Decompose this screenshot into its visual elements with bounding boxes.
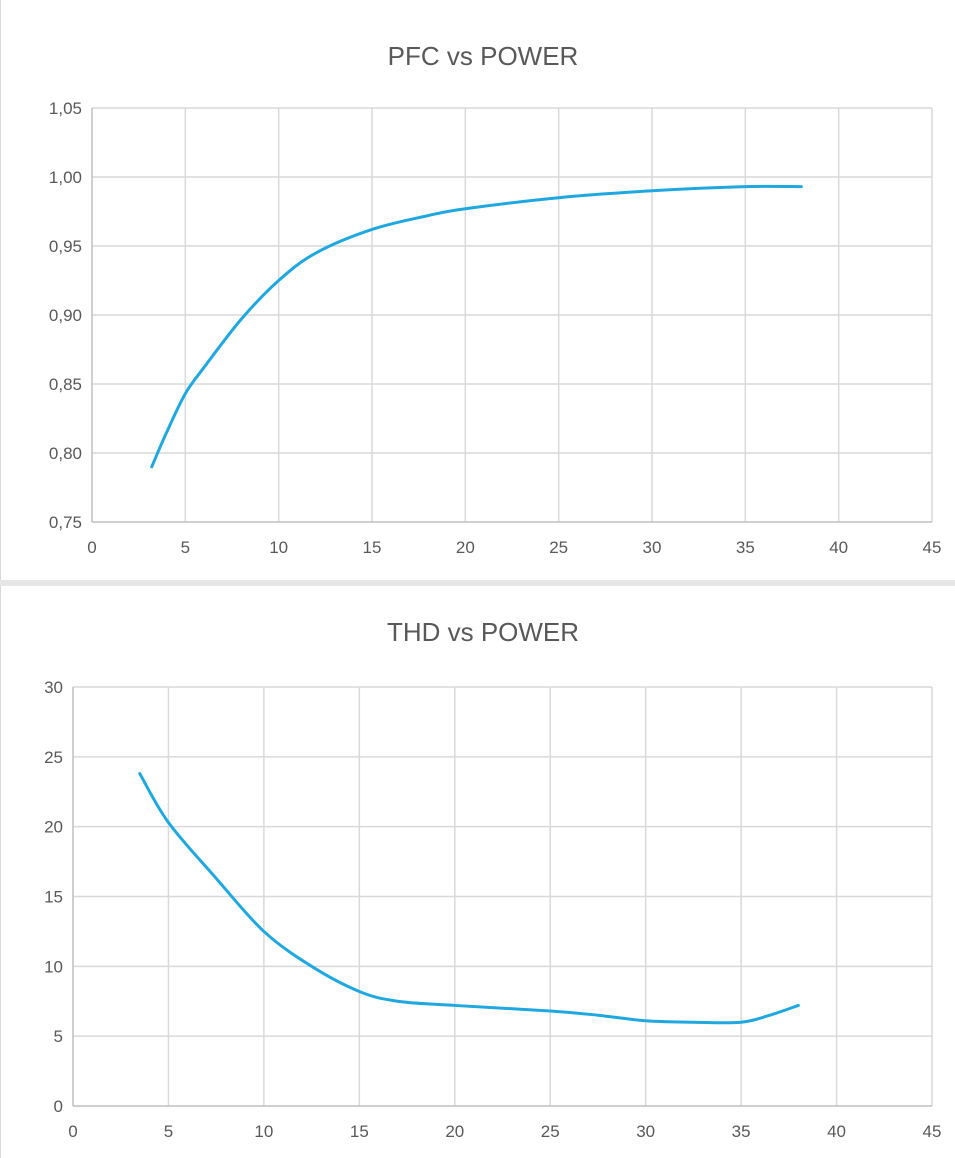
x-tick-label: 0	[87, 538, 96, 557]
y-tick-label: 25	[44, 748, 63, 767]
x-tick-label: 45	[923, 1122, 942, 1141]
y-tick-label: 20	[44, 818, 63, 837]
x-tick-label: 45	[923, 538, 942, 557]
thd-vs-power-chart: THD vs POWER 0 5 10 15 20 25 30 0 5 10 15 20 25 30 35 4…	[44, 617, 942, 1141]
y-tick-label: 1,00	[49, 168, 82, 187]
y-tick-label: 1,05	[49, 99, 82, 118]
series-line	[138, 772, 800, 1025]
gridlines	[73, 686, 933, 1106]
pfc-vs-power-chart: PFC vs POWER 0,75 0,80 0,85 0,90 0,95 1,00 1,0…	[49, 41, 942, 557]
x-tick-label: 25	[549, 538, 568, 557]
x-tick-label: 5	[181, 538, 190, 557]
y-tick-label: 15	[44, 888, 63, 907]
y-tick-label: 0,95	[49, 237, 82, 256]
y-tick-label: 0,75	[49, 513, 82, 532]
x-tick-label: 0	[68, 1122, 77, 1141]
y-tick-label: 5	[54, 1027, 63, 1046]
y-tick-label: 0	[54, 1097, 63, 1116]
pfc-chart-panel: PFC vs POWER 0,75 0,80 0,85 0,90 0,95 1,00 1,0…	[0, 0, 942, 580]
chart-title: PFC vs POWER	[388, 41, 579, 71]
x-tick-label: 10	[254, 1122, 273, 1141]
y-tick-label: 30	[44, 678, 63, 697]
x-tick-label: 15	[350, 1122, 369, 1141]
x-tick-label: 30	[643, 538, 662, 557]
x-tick-label: 20	[456, 538, 475, 557]
x-tick-label: 35	[736, 538, 755, 557]
series-line	[150, 184, 803, 469]
y-tick-label: 0,80	[49, 444, 82, 463]
x-tick-label: 40	[827, 1122, 846, 1141]
x-tick-label: 15	[363, 538, 382, 557]
x-tick-label: 40	[829, 538, 848, 557]
gridlines	[92, 107, 933, 522]
chart-title: THD vs POWER	[387, 617, 579, 647]
y-tick-label: 0,90	[49, 306, 82, 325]
y-tick-label: 10	[44, 957, 63, 976]
x-tick-label: 5	[164, 1122, 173, 1141]
chart-divider	[0, 580, 955, 586]
x-tick-label: 20	[445, 1122, 464, 1141]
thd-chart-panel: THD vs POWER 0 5 10 15 20 25 30 0 5 10 15 20 25 30 35 4…	[0, 586, 955, 1158]
x-tick-label: 30	[636, 1122, 655, 1141]
x-tick-label: 25	[541, 1122, 560, 1141]
y-tick-label: 0,85	[49, 375, 82, 394]
x-tick-label: 35	[732, 1122, 751, 1141]
x-tick-label: 10	[269, 538, 288, 557]
